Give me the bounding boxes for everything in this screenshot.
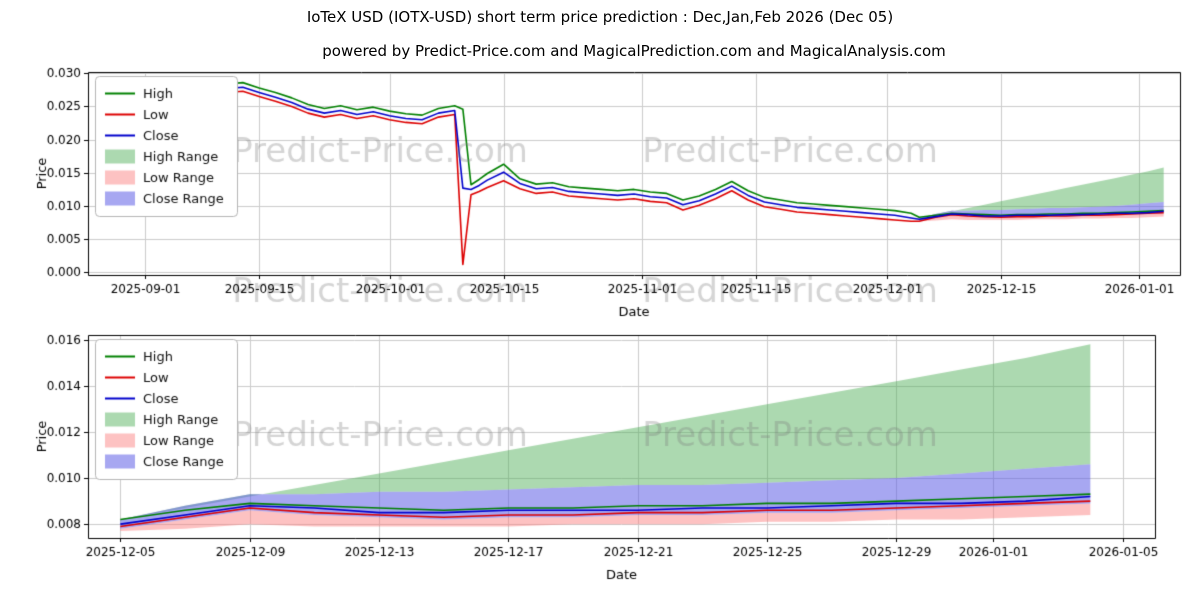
page-title: IoTeX USD (IOTX-USD) short term price pr…: [306, 8, 894, 26]
price-history-chart: [0, 60, 1200, 325]
price-prediction-chart: [0, 325, 1200, 600]
chart-subtitle: powered by Predict-Price.com and Magical…: [322, 42, 946, 60]
